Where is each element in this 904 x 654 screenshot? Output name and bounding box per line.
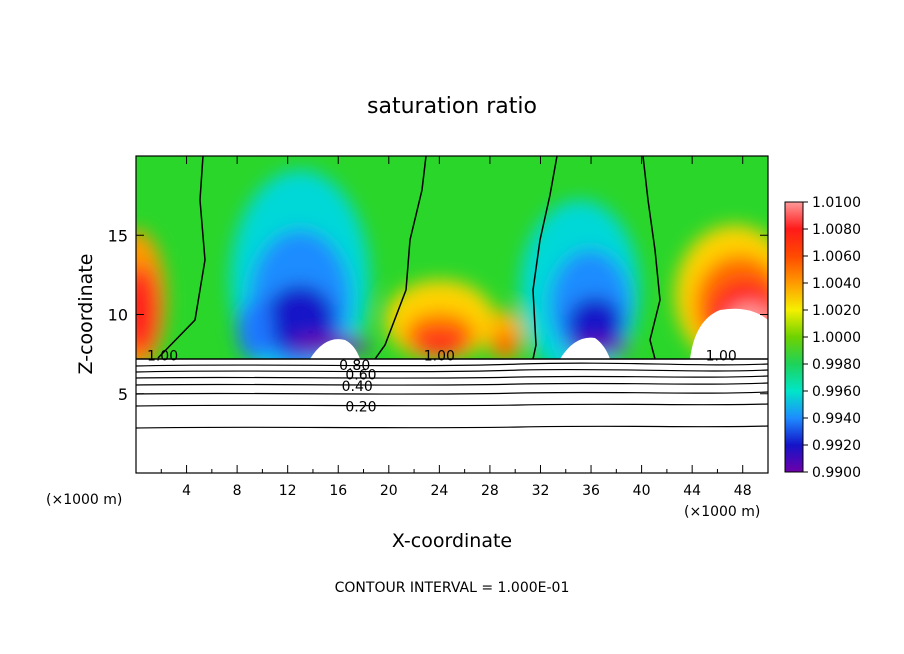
colorbar-label: 1.0000 bbox=[812, 330, 861, 346]
colorbar-labels: 1.0100 1.0080 1.0060 1.0040 1.0020 1.0000 0.99… bbox=[803, 195, 861, 481]
colorbar-label: 1.0100 bbox=[812, 195, 861, 211]
x-unit-label-right: (×1000 m) bbox=[684, 504, 760, 520]
y-axis-ticks: 5 10 15 bbox=[108, 226, 768, 404]
colorbar-label: 0.9940 bbox=[812, 411, 861, 427]
y-tick-label: 15 bbox=[108, 226, 128, 245]
x-tick-label: 40 bbox=[633, 483, 651, 499]
x-unit-label-left: (×1000 m) bbox=[46, 492, 122, 508]
contour-labels: 1.00 1.00 1.00 0.800.600.40 0.20 bbox=[147, 349, 737, 416]
y-tick-label: 5 bbox=[118, 385, 128, 404]
x-tick-label: 28 bbox=[481, 483, 499, 499]
colorbar-gradient bbox=[784, 201, 804, 473]
colorbar-label: 0.9900 bbox=[812, 465, 861, 481]
x-tick-label: 16 bbox=[329, 483, 347, 499]
contour-interval-note: CONTOUR INTERVAL = 1.000E-01 bbox=[335, 580, 570, 596]
contour-label: 0.80 bbox=[339, 358, 370, 374]
contour-1-00 bbox=[157, 156, 206, 359]
x-axis-ticks: 4 8 12 16 20 24 28 32 36 40 44 48 bbox=[160, 156, 752, 499]
contour-label: 0.40 bbox=[342, 379, 373, 395]
chart-title: saturation ratio bbox=[367, 94, 537, 119]
y-axis-label: Z-coordinate bbox=[75, 254, 97, 375]
x-tick-label: 24 bbox=[430, 483, 448, 499]
y-tick-label: 10 bbox=[108, 306, 128, 325]
colorbar-label: 0.9980 bbox=[812, 357, 861, 373]
saturation-field bbox=[136, 156, 768, 359]
colorbar-label: 0.9920 bbox=[812, 438, 861, 454]
x-tick-label: 8 bbox=[233, 483, 242, 499]
colorbar-label: 1.0080 bbox=[812, 222, 861, 238]
contour-label: 0.20 bbox=[345, 399, 376, 415]
contour-label: 0.60 bbox=[345, 368, 376, 384]
contour-label: 1.00 bbox=[424, 349, 455, 365]
x-tick-label: 20 bbox=[380, 483, 398, 499]
colorbar-label: 1.0020 bbox=[812, 303, 861, 319]
x-tick-label: 12 bbox=[279, 483, 297, 499]
x-tick-label: 36 bbox=[582, 483, 600, 499]
x-tick-label: 4 bbox=[182, 483, 191, 499]
x-axis-label: X-coordinate bbox=[392, 530, 512, 552]
colorbar-label: 0.9960 bbox=[812, 384, 861, 400]
out-of-range-patch bbox=[690, 308, 768, 359]
colorbar: 1.0100 1.0080 1.0060 1.0040 1.0020 1.0000 0.99… bbox=[784, 195, 861, 481]
x-tick-label: 48 bbox=[734, 483, 752, 499]
x-tick-label: 32 bbox=[532, 483, 550, 499]
contour-lines bbox=[135, 358, 769, 429]
colorbar-label: 1.0060 bbox=[812, 249, 861, 265]
contour-label: 1.00 bbox=[147, 349, 178, 365]
x-tick-label: 44 bbox=[683, 483, 701, 499]
contour-label: 1.00 bbox=[706, 349, 737, 365]
colorbar-label: 1.0040 bbox=[812, 276, 861, 292]
